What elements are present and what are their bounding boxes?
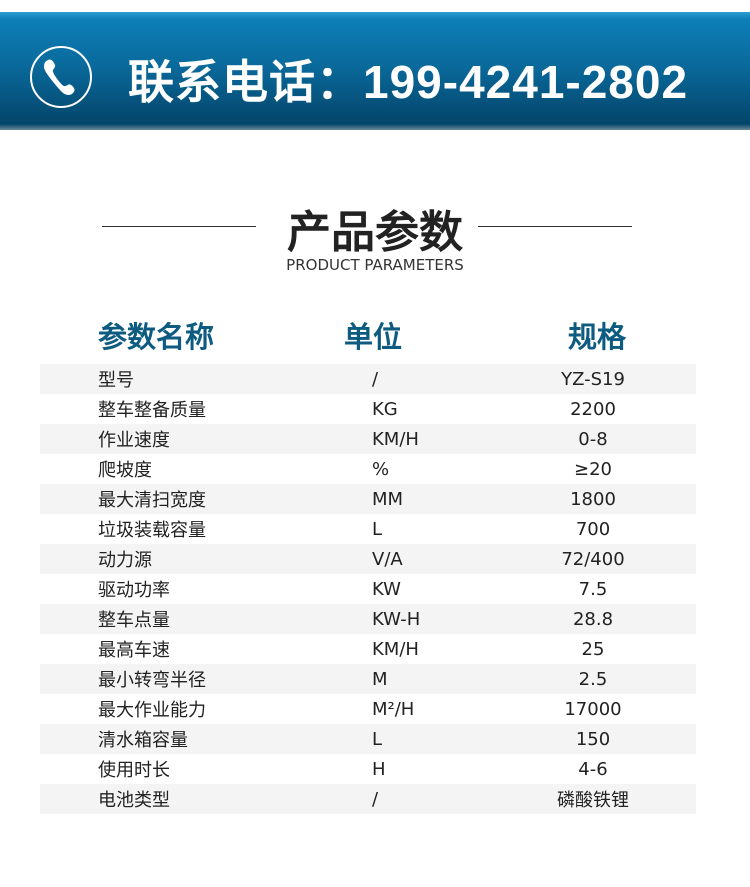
contact-phone-text: 联系电话：199-4241-2802	[128, 56, 689, 108]
param-unit: KM/H	[372, 428, 419, 450]
param-spec: 2.5	[578, 668, 608, 690]
param-unit: H	[372, 758, 386, 780]
param-spec: 1800	[570, 488, 616, 510]
param-spec: 28.8	[572, 608, 614, 630]
param-name: 整车整备质量	[98, 400, 206, 421]
param-unit: M²/H	[372, 698, 415, 720]
param-name: 动力源	[98, 550, 152, 571]
param-name: 作业速度	[98, 430, 170, 451]
param-unit: V/A	[372, 548, 403, 570]
param-name: 最高车速	[98, 640, 170, 661]
header-spec: 规格	[568, 320, 627, 354]
contact-banner: 联系电话：199-4241-2802	[0, 12, 750, 130]
title-divider-left	[102, 226, 256, 227]
param-name: 垃圾装载容量	[98, 520, 206, 541]
param-name: 最大清扫宽度	[98, 490, 206, 511]
param-unit: KG	[372, 398, 398, 420]
table-row: 动力源 V/A 72/400	[40, 544, 696, 574]
param-spec: 0-8	[578, 428, 608, 450]
table-row: 最小转弯半径 M 2.5	[40, 664, 696, 694]
param-name: 型号	[98, 370, 134, 391]
param-spec: 17000	[564, 698, 622, 720]
param-name: 最大作业能力	[98, 700, 206, 721]
table-row: 使用时长 H 4-6	[40, 754, 696, 784]
param-spec: 150	[575, 728, 611, 750]
table-row: 整车点量 KW-H 28.8	[40, 604, 696, 634]
param-spec: 2200	[570, 398, 616, 420]
header-unit: 单位	[344, 320, 403, 354]
param-name: 最小转弯半径	[98, 670, 206, 691]
param-unit: %	[372, 458, 390, 480]
table-row: 型号 / YZ-S19	[40, 364, 696, 394]
phone-icon	[30, 46, 92, 108]
table-row: 清水箱容量 L 150	[40, 724, 696, 754]
param-name: 整车点量	[98, 610, 170, 631]
param-unit: /	[372, 788, 379, 810]
parameter-table: 型号 / YZ-S19 整车整备质量 KG 2200 作业速度 KM/H 0-8 爬坡度% ≥20 最…	[40, 364, 696, 814]
table-row: 最大清扫宽度 MM 1800	[40, 484, 696, 514]
table-row: 爬坡度% ≥20	[40, 454, 696, 484]
param-unit: M	[372, 668, 388, 690]
param-spec: YZ-S19	[561, 368, 625, 390]
param-unit: KM/H	[372, 638, 419, 660]
section-subtitle: PRODUCT PARAMETERS	[286, 256, 464, 274]
table-row: 最高车速 KM/H 25	[40, 634, 696, 664]
param-name: 使用时长	[98, 760, 170, 781]
table-row: 垃圾装载容量 L 700	[40, 514, 696, 544]
param-unit: /	[372, 368, 379, 390]
param-name: 驱动功率	[98, 580, 170, 601]
param-unit: L	[372, 518, 383, 540]
param-unit: KW-H	[372, 608, 421, 630]
param-spec: 4-6	[578, 758, 608, 780]
title-divider-right	[478, 226, 632, 227]
param-unit: MM	[372, 488, 404, 510]
param-spec: 25	[581, 638, 605, 660]
param-spec: 7.5	[578, 578, 608, 600]
header-param-name: 参数名称	[98, 320, 215, 354]
param-name: 电池类型	[98, 790, 170, 811]
table-row: 整车整备质量 KG 2200	[40, 394, 696, 424]
param-name: 爬坡度	[98, 460, 152, 481]
param-unit: L	[372, 728, 383, 750]
param-spec: 72/400	[561, 548, 625, 570]
table-row: 作业速度 KM/H 0-8	[40, 424, 696, 454]
param-spec: 磷酸铁锂	[557, 790, 629, 811]
param-spec: 700	[575, 518, 611, 540]
param-name: 清水箱容量	[98, 730, 188, 751]
table-row: 驱动功率 KW 7.5	[40, 574, 696, 604]
table-row: 电池类型 / 磷酸铁锂	[40, 784, 696, 814]
table-row: 最大作业能力 M²/H 17000	[40, 694, 696, 724]
section-title: 产品参数	[287, 207, 463, 258]
param-spec: ≥20	[574, 458, 612, 480]
param-unit: KW	[372, 578, 401, 600]
